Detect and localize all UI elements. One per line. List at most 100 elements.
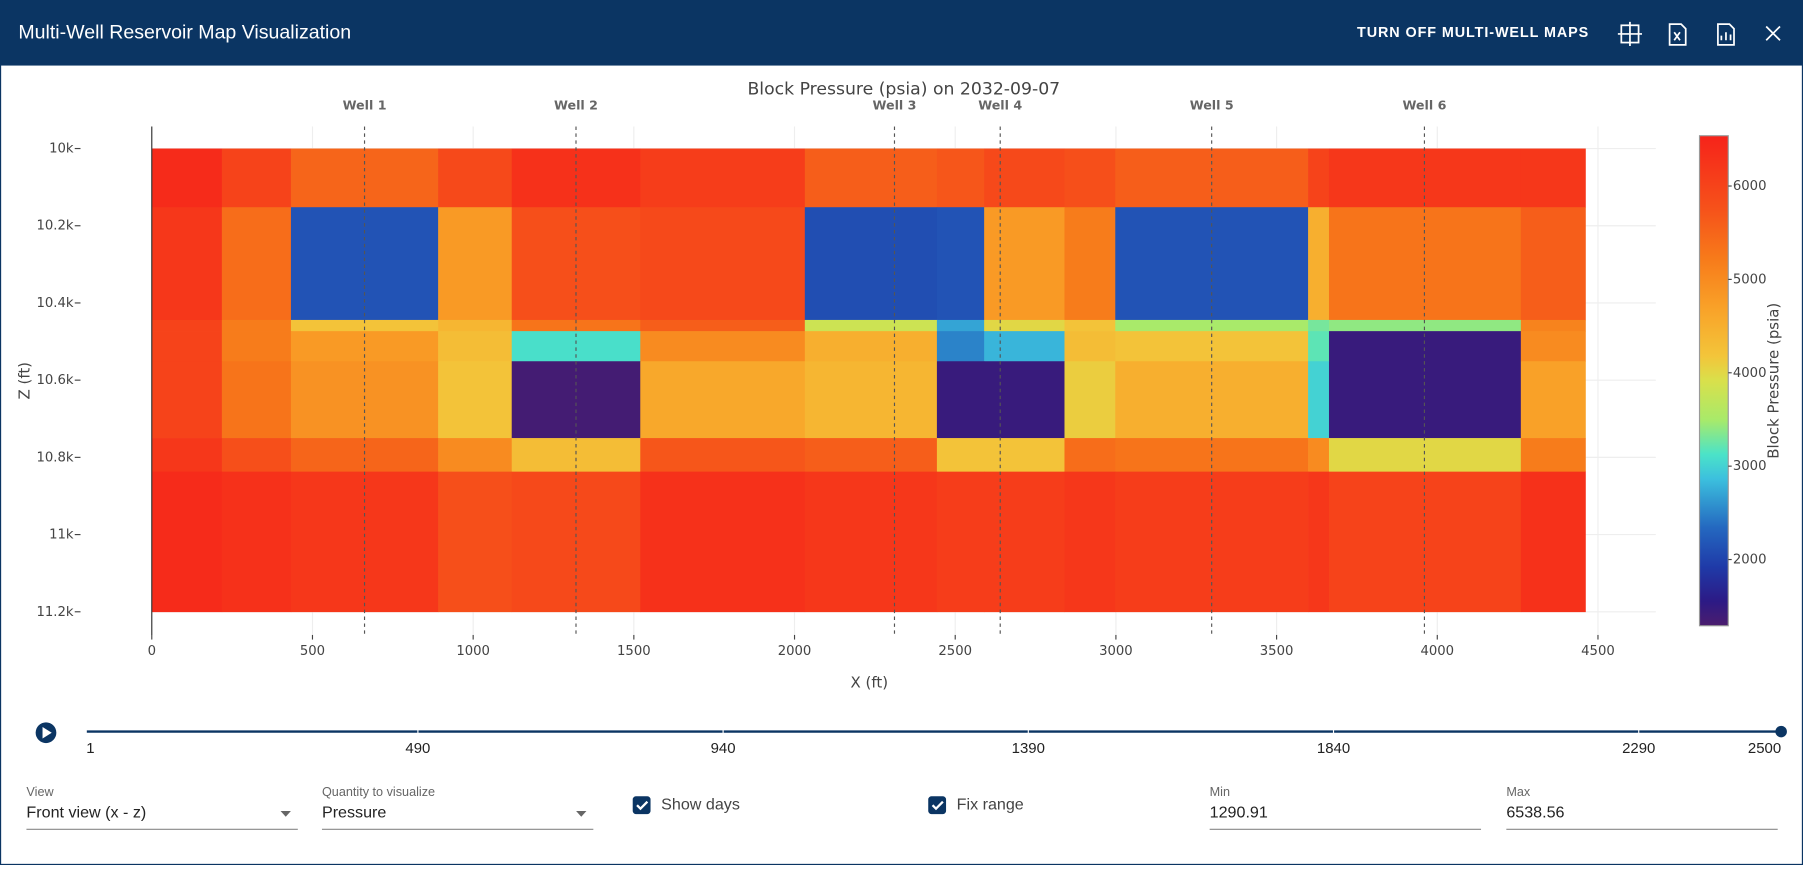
heatmap-cell (1064, 207, 1116, 321)
heatmap-cell (511, 361, 641, 439)
heatmap-cell (936, 471, 985, 613)
heatmap-cell (1308, 331, 1330, 362)
heatmap-cell (1308, 148, 1330, 208)
heatmap-cell (151, 471, 223, 613)
y-tick-label: 10k (49, 142, 74, 157)
y-axis-title: Z (ft) (15, 362, 33, 400)
heatmap-cell (438, 148, 513, 208)
heatmap-cell (438, 438, 513, 472)
heatmap-cell (1308, 319, 1330, 332)
chart-title: Block Pressure (psia) on 2032-09-07 (747, 80, 1060, 100)
x-tick-label: 3000 (1099, 644, 1133, 659)
show-days-checkbox[interactable] (632, 796, 651, 815)
play-button[interactable] (35, 722, 57, 744)
heatmap-cell (1064, 148, 1116, 208)
heatmap-cell (151, 319, 223, 332)
heatmap-cell (151, 438, 223, 472)
heatmap-cell (1328, 471, 1522, 613)
heatmap-cell (438, 361, 513, 439)
heatmap-cell (290, 361, 439, 439)
heatmap-cell (640, 148, 806, 208)
checkmark (636, 800, 649, 811)
slider-tick-label: 490 (405, 740, 430, 757)
close-icon[interactable] (1765, 25, 1781, 41)
colorbar-tick-label: 4000 (1733, 366, 1767, 381)
slider-tick-label: 2290 (1622, 740, 1655, 757)
fit-icon[interactable] (1617, 21, 1643, 47)
dropdown-arrow (280, 810, 291, 817)
heatmap-cell (290, 319, 439, 332)
x-tick-label: 3500 (1260, 644, 1294, 659)
slider-tick-label: 1390 (1012, 740, 1045, 757)
header-icons (1617, 21, 1781, 47)
x-tick-label: 1500 (617, 644, 651, 659)
chart-export-icon[interactable] (1717, 23, 1735, 46)
heatmap-cell (1064, 438, 1116, 472)
checkmark (931, 800, 944, 811)
heatmap-cell (640, 331, 806, 362)
heatmap-cell (804, 361, 938, 439)
colorbar-title: Block Pressure (psia) (1764, 303, 1782, 459)
heatmap-cell (1520, 148, 1586, 208)
heatmap-cell (640, 471, 806, 613)
heatmap-cell (1328, 331, 1522, 362)
slider-tick-label: 2500 (1748, 740, 1781, 757)
heatmap-cell (984, 471, 1065, 613)
turn-off-button[interactable]: TURN OFF MULTI-WELL MAPS (1357, 25, 1589, 41)
show-days-label: Show days (661, 795, 740, 813)
fix-range-checkbox[interactable] (928, 796, 947, 815)
well-label: Well 3 (873, 97, 917, 112)
x-axis-title: X (ft) (851, 673, 888, 691)
colorbar-tick-label: 3000 (1733, 459, 1767, 474)
heatmap-cell (640, 319, 806, 332)
heatmap-cell (1064, 471, 1116, 613)
heatmap-cell (984, 331, 1065, 362)
heatmap-cell (1064, 331, 1116, 362)
colorbar (1698, 135, 1729, 627)
heatmap-cell (438, 319, 513, 332)
heatmap-cell (151, 148, 223, 208)
heatmap-cell (1115, 361, 1309, 439)
excel-icon[interactable] (1668, 23, 1687, 46)
heatmap-cell (1328, 319, 1522, 332)
heatmap-cell (1328, 438, 1522, 472)
quantity-label: Quantity to visualize (322, 785, 435, 799)
heatmap-cell (438, 207, 513, 321)
heatmap-cell (984, 207, 1065, 321)
heatmap-cell (221, 207, 292, 321)
colorbar-tick-label: 5000 (1733, 272, 1767, 287)
heatmap-cell (984, 361, 1065, 439)
header-title: Multi-Well Reservoir Map Visualization (18, 22, 351, 44)
heatmap-cell (221, 331, 292, 362)
max-input[interactable]: 6538.56 (1506, 803, 1564, 821)
fix-range-label: Fix range (957, 795, 1024, 813)
heatmap-cell (1520, 331, 1586, 362)
heatmap-cell (221, 148, 292, 208)
view-select[interactable]: Front view (x - z) (26, 803, 146, 821)
heatmap-cell (936, 361, 985, 439)
heatmap-cell (1308, 471, 1330, 613)
y-tick-label: 10.8k (37, 450, 74, 465)
min-input[interactable]: 1290.91 (1210, 803, 1268, 821)
heatmap-cell (1308, 438, 1330, 472)
heatmap-cell (221, 319, 292, 332)
view-label: View (26, 785, 54, 799)
quantity-select[interactable]: Pressure (322, 803, 386, 821)
y-tick-label: 11k (49, 528, 74, 543)
y-tick-label: 10.2k (37, 219, 74, 234)
slider-handle[interactable] (1775, 725, 1787, 738)
heatmap-cell (804, 319, 938, 332)
heatmap-cell (936, 438, 985, 472)
controls: View Front view (x - z) Quantity to visu… (26, 785, 1778, 830)
checkbox-box (632, 796, 651, 815)
heatmap-cell (804, 438, 938, 472)
heatmap-cell (804, 471, 938, 613)
heatmap-cell (1064, 319, 1116, 332)
heatmap-cell (936, 319, 985, 332)
heatmap-cell (511, 319, 641, 332)
heatmap-cell (151, 331, 223, 362)
heatmap-cell (438, 331, 513, 362)
heatmap-cell (1328, 361, 1522, 439)
heatmap-cell (1115, 319, 1309, 332)
